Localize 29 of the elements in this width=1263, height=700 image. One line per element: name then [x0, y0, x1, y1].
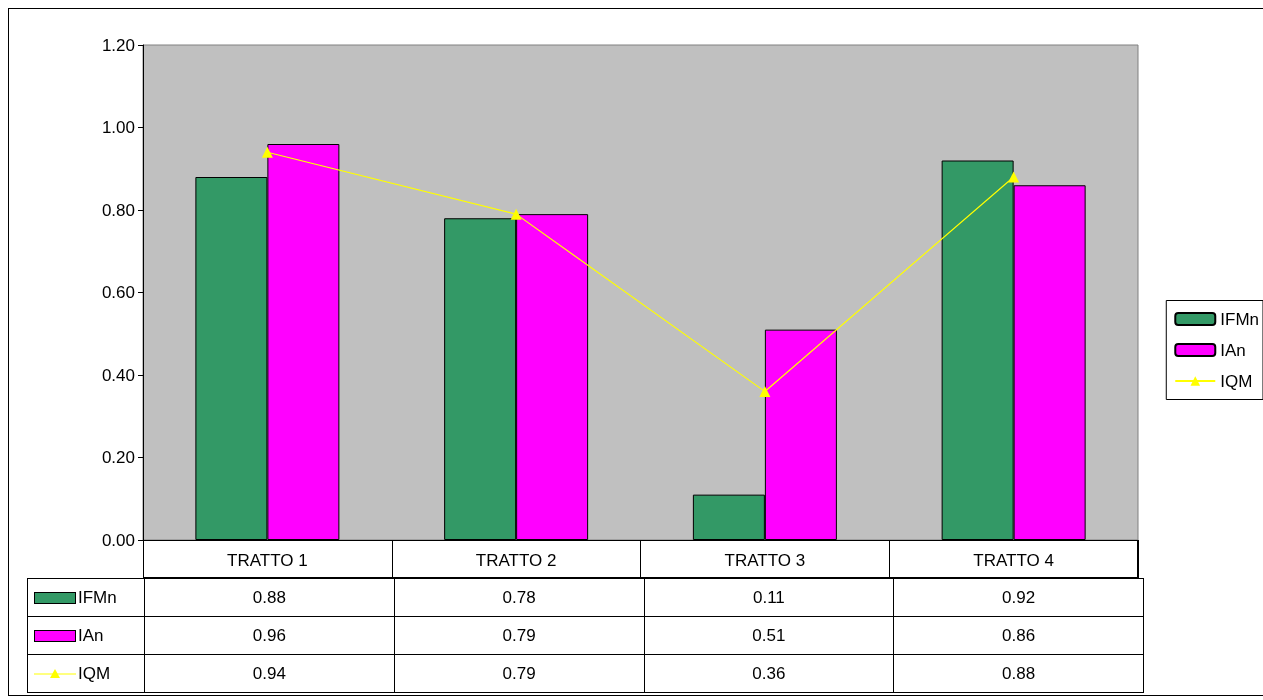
data-label: 0.79 — [394, 616, 644, 655]
y-tick-label: 1.20 — [101, 35, 135, 55]
data-label: 0.88 — [144, 578, 395, 617]
x-tick-label: TRATTO 4 — [973, 551, 1054, 570]
y-tick-label: 0.80 — [101, 200, 135, 220]
legend-label: IQM — [1220, 371, 1253, 391]
y-tick-label: 0.60 — [101, 283, 135, 302]
y-tick-label: 1.00 — [101, 118, 135, 137]
x-tick-label: TRATTO 2 — [475, 551, 557, 570]
x-tick-label: TRATTO 3 — [724, 551, 806, 570]
data-label: 0.88 — [893, 654, 1144, 693]
data-label: 0.78 — [394, 578, 644, 617]
y-tick-label: 0.40 — [101, 365, 135, 385]
data-label: 0.51 — [644, 616, 894, 655]
y-tick-label: 0.00 — [101, 530, 135, 550]
data-label: 0.11 — [644, 578, 894, 617]
data-label: 0.36 — [644, 654, 894, 693]
legend-label: IAn — [1220, 340, 1246, 360]
data-label: 0.86 — [893, 616, 1144, 655]
legend-label: IFMn — [78, 587, 117, 607]
text: IQM — [78, 663, 111, 683]
data-label: 0.94 — [144, 654, 395, 693]
data-label: 0.79 — [394, 654, 644, 693]
y-tick-label: 0.20 — [101, 448, 135, 467]
data-label: 0.92 — [893, 578, 1144, 617]
text: IFMn — [1220, 309, 1260, 329]
x-tick-label: TRATTO 1 — [227, 551, 308, 570]
text: IAn — [78, 625, 104, 645]
data-label: 0.96 — [144, 616, 395, 655]
